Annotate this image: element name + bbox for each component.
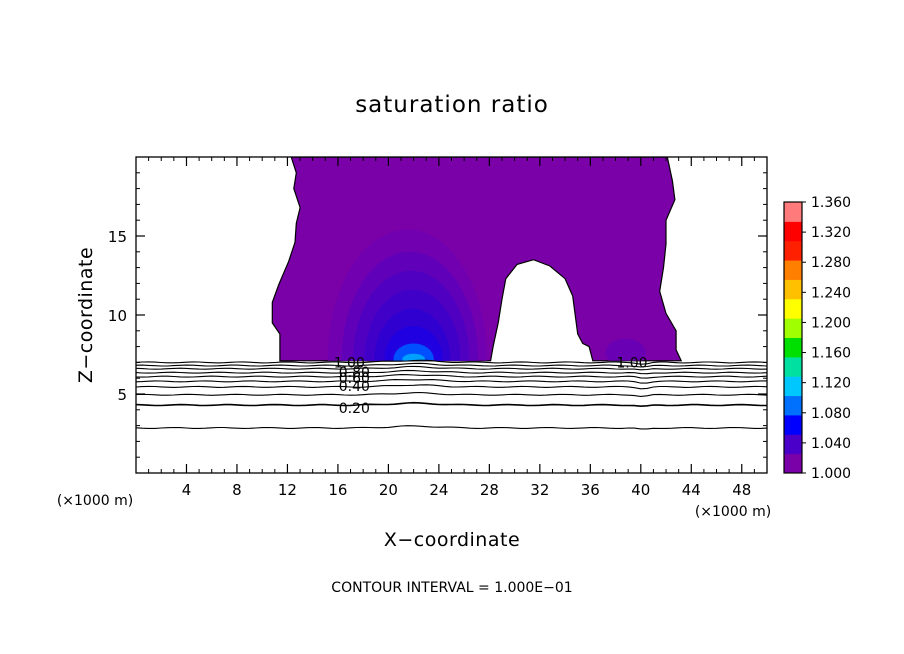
colorbar-frame — [783, 201, 803, 474]
field-layer — [136, 157, 767, 430]
colorbar-segment-3 — [784, 414, 802, 435]
isoline-3 — [136, 365, 767, 371]
colorbar-segment-10 — [784, 279, 802, 300]
isoline-6 — [136, 379, 767, 384]
colorbar-label-8: 1.080 — [811, 406, 851, 422]
colorbar-segment-1 — [784, 453, 802, 474]
x-axis: 4 8 12 16 20 24 28 32 36 40 44 48 — [148, 157, 755, 499]
colorbar-label-9: 1.040 — [811, 436, 851, 452]
colorbar-segment-7 — [784, 337, 802, 358]
x-axis-title: X−coordinate — [384, 529, 520, 551]
x-tick-label-40: 40 — [631, 481, 650, 499]
x-tick-label-28: 28 — [480, 481, 499, 499]
core-level-8 — [402, 353, 425, 361]
isoline-9 — [136, 401, 767, 408]
x-tick-label-8: 8 — [232, 481, 242, 499]
contour-label-2: 0.80 — [339, 365, 370, 381]
colorbar-segment-12 — [784, 240, 802, 261]
colorbar-segment-5 — [784, 376, 802, 397]
x-tick-label-16: 16 — [328, 481, 347, 499]
colorbar-label-1: 1.360 — [811, 195, 851, 211]
colorbar-segment-11 — [784, 260, 802, 280]
x-tick-label-32: 32 — [530, 481, 549, 499]
y-tick-label-15: 15 — [108, 228, 127, 246]
x-unit-right: (×1000 m) — [695, 504, 771, 520]
isoline-2 — [136, 362, 767, 368]
colorbar-label-5: 1.200 — [811, 315, 851, 331]
y-axis: 5 10 15 — [108, 172, 767, 458]
colorbar-segment-9 — [784, 298, 802, 319]
contour-interval-footer: CONTOUR INTERVAL = 1.000E−01 — [331, 580, 572, 596]
colorbar-segment-8 — [784, 318, 802, 338]
x-tick-label-12: 12 — [278, 481, 297, 499]
core-shading — [327, 229, 646, 361]
x-tick-label-44: 44 — [682, 481, 701, 499]
isoline-1 — [136, 359, 767, 365]
colorbar: 1.360 1.320 1.280 1.240 1.200 1.160 1.120 1.080… — [783, 195, 851, 482]
isoline-7 — [136, 384, 767, 390]
colorbar-label-3: 1.280 — [811, 255, 851, 271]
isoline-4 — [136, 369, 767, 375]
colorbar-label-10: 1.000 — [811, 466, 851, 482]
x-unit-left: (×1000 m) — [57, 493, 133, 509]
x-tick-label-4: 4 — [182, 481, 192, 499]
y-axis-title: Z−coordinate — [75, 247, 97, 383]
colorbar-segment-4 — [784, 395, 802, 416]
contour-label-1: 1.00 — [334, 355, 365, 371]
isoline-8 — [136, 391, 767, 397]
isoline-5 — [136, 374, 767, 379]
colorbar-segment-13 — [784, 221, 802, 242]
x-tick-label-20: 20 — [379, 481, 398, 499]
colorbar-label-7: 1.120 — [811, 376, 851, 392]
colorbar-label-4: 1.240 — [811, 285, 851, 301]
colorbar-segment-6 — [784, 356, 802, 377]
y-tick-label-5: 5 — [117, 386, 127, 404]
contour-label-4: 0.40 — [339, 379, 370, 395]
chart-title: saturation ratio — [355, 92, 549, 118]
contour-label-6: 1.00 — [616, 355, 647, 371]
colorbar-label-6: 1.160 — [811, 346, 851, 362]
contour-labels: 1.000.800.600.400.201.00 — [334, 355, 648, 417]
x-tick-label-36: 36 — [581, 481, 600, 499]
colorbar-segment-14 — [784, 202, 802, 222]
contour-label-3: 0.60 — [339, 371, 370, 387]
x-tick-label-48: 48 — [732, 481, 751, 499]
secondary-core — [605, 338, 646, 361]
colorbar-label-2: 1.320 — [811, 225, 851, 241]
colorbar-segment-2 — [784, 434, 802, 455]
contour-label-5: 0.20 — [339, 401, 370, 417]
y-tick-label-10: 10 — [108, 307, 127, 325]
isoline-10 — [136, 425, 767, 430]
x-tick-label-24: 24 — [429, 481, 448, 499]
